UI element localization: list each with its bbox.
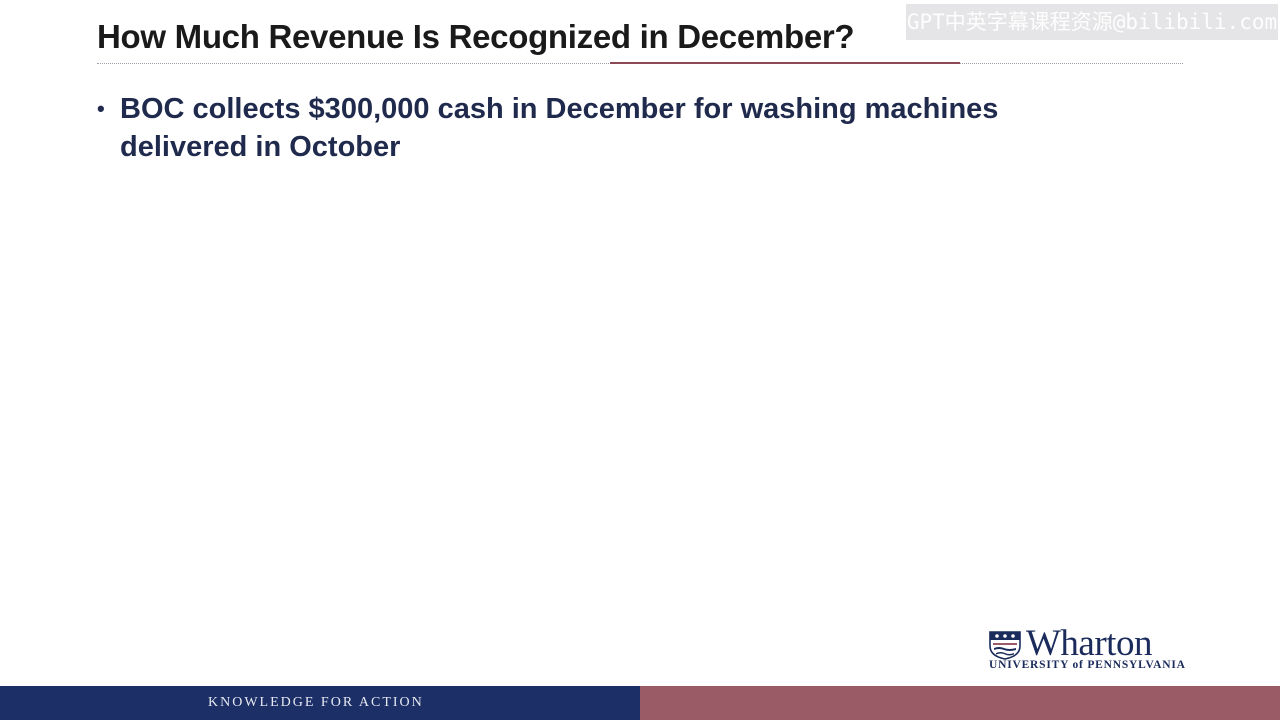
watermark: GPT中英字幕课程资源@bilibili.com <box>906 4 1278 40</box>
footer-left-panel: KNOWLEDGE FOR ACTION <box>0 686 640 720</box>
bullet-text: BOC collects $300,000 cash in December f… <box>120 93 999 163</box>
footer-tagline: KNOWLEDGE FOR ACTION <box>208 695 424 710</box>
footer-bar: KNOWLEDGE FOR ACTION <box>0 686 1280 720</box>
wharton-logo: Wharton UNIVERSITY of PENNSYLVANIA <box>988 623 1193 674</box>
bullet-list: • BOC collects $300,000 cash in December… <box>97 90 1107 166</box>
title-divider-accent <box>610 62 960 64</box>
logo-wordmark: Wharton <box>1026 623 1152 664</box>
logo-subtitle: UNIVERSITY of PENNSYLVANIA <box>989 659 1186 671</box>
footer-right-panel <box>640 686 1280 720</box>
slide-title: How Much Revenue Is Recognized in Decemb… <box>97 18 855 55</box>
bullet-item: • BOC collects $300,000 cash in December… <box>97 90 1107 166</box>
penn-shield-icon <box>989 631 1021 660</box>
bullet-dot-icon: • <box>97 96 105 121</box>
